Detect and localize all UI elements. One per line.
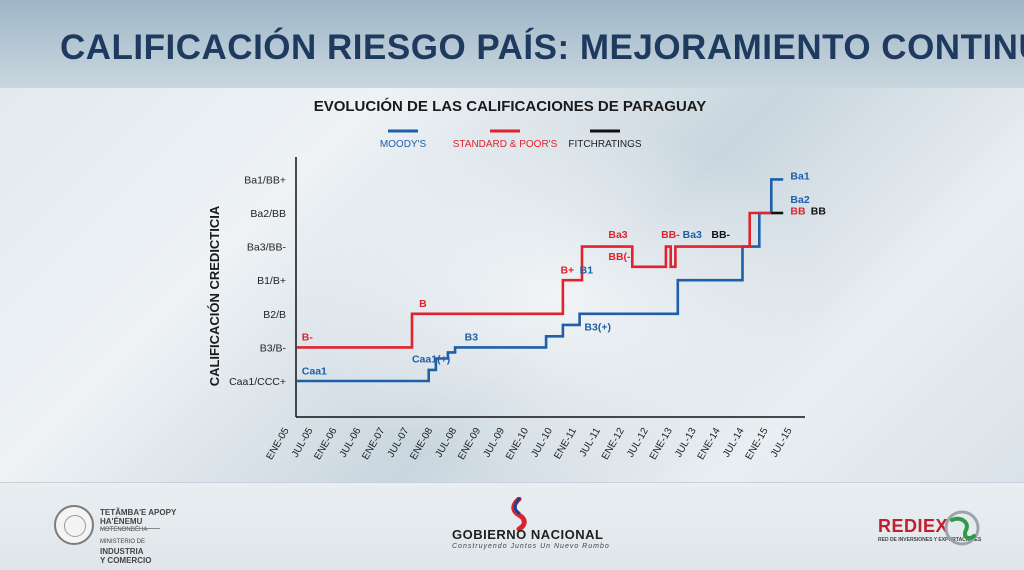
rating-chart: EVOLUCIÓN DE LAS CALIFICACIONES DE PARAG… — [207, 97, 827, 462]
y-tick-label: B2/B — [263, 309, 286, 321]
ministry-divider — [100, 528, 160, 529]
ministry-line-5: INDUSTRIA — [100, 547, 144, 556]
y-tick-label: B1/B+ — [257, 275, 286, 287]
data-label: B — [419, 298, 427, 310]
chart-title: EVOLUCIÓN DE LAS CALIFICACIONES DE PARAG… — [314, 97, 707, 115]
data-label: Caa1 — [302, 365, 327, 377]
x-tick-label: ENE-09 — [456, 426, 483, 462]
slide-title: CALIFICACIÓN RIESGO PAÍS: MEJORAMIENTO C… — [60, 28, 1024, 67]
legend-item: FITCHRATINGS — [568, 139, 641, 150]
ministry-logo: TETÃMBA'E APOPY HA'ÉNEMU MOTENONDÉHA MIN… — [100, 508, 176, 565]
footer — [0, 482, 1024, 570]
y-tick-label: Ba3/BB- — [247, 242, 287, 254]
x-tick-label: ENE-14 — [696, 426, 723, 462]
x-tick-label: JUL-14 — [721, 426, 747, 460]
x-tick-label: JUL-08 — [434, 426, 460, 460]
data-label: BB — [790, 206, 806, 218]
legend-item: MOODY'S — [380, 139, 427, 150]
x-tick-label: JUL-13 — [673, 426, 699, 460]
x-tick-label: JUL-15 — [769, 426, 795, 460]
x-tick-label: JUL-06 — [338, 426, 364, 460]
data-label: Ba3 — [683, 229, 702, 241]
title-band — [0, 0, 1024, 88]
rediex-mark-icon — [944, 510, 980, 546]
ministry-line-3: MOTENONDÉHA — [100, 527, 148, 533]
y-tick-label: B3/B- — [260, 342, 287, 354]
x-tick-label: ENE-08 — [408, 426, 435, 462]
national-seal-icon — [54, 505, 94, 545]
x-tick-label: JUL-12 — [625, 426, 651, 460]
x-tick-label: ENE-12 — [600, 426, 627, 462]
ministry-line-4: MINISTERIO DE — [100, 539, 146, 545]
series-line — [297, 178, 784, 383]
x-tick-label: ENE-05 — [265, 426, 292, 462]
x-tick-label: JUL-07 — [386, 426, 412, 460]
rediex-logo: REDIEX — [878, 516, 949, 536]
gobierno-emblem-icon — [511, 497, 527, 531]
y-tick-label: Ba2/BB — [250, 208, 286, 220]
data-label: BB- — [711, 229, 730, 241]
background-glow — [300, 120, 820, 480]
data-label: Caa1(+) — [412, 354, 450, 366]
x-tick-label: ENE-07 — [360, 426, 387, 462]
data-label: B1 — [580, 264, 594, 276]
x-tick-label: JUL-10 — [529, 426, 555, 460]
gobierno-nacional-logo: GOBIERNO NACIONAL — [452, 527, 604, 542]
x-tick-label: ENE-10 — [504, 426, 531, 462]
data-label: Ba3 — [608, 229, 627, 241]
data-label: B- — [302, 332, 314, 344]
legend-item: STANDARD & POOR'S — [453, 139, 558, 150]
y-tick-label: Caa1/CCC+ — [229, 376, 286, 388]
data-label: Ba2 — [790, 194, 809, 206]
x-tick-label: ENE-06 — [312, 426, 339, 462]
data-label: BB(-) — [608, 251, 634, 263]
x-tick-label: JUL-09 — [482, 426, 508, 460]
data-label: B3(+) — [584, 322, 611, 334]
series-line — [297, 211, 772, 349]
y-axis-title: CALIFICACIÓN CREDICTICIA — [207, 205, 222, 386]
x-tick-label: JUL-11 — [578, 426, 603, 459]
rediex-subtitle: RED DE INVERSIONES Y EXPORTACIONES — [878, 537, 982, 543]
x-tick-label: ENE-13 — [648, 426, 675, 462]
x-tick-label: JUL-05 — [290, 426, 316, 460]
data-label: Ba1 — [790, 170, 809, 182]
data-label: BB- — [661, 229, 680, 241]
ministry-line-2: HA'ÉNEMU — [100, 517, 143, 526]
data-label: B3 — [465, 332, 479, 344]
ministry-line-1: TETÃMBA'E APOPY — [100, 508, 177, 517]
y-tick-label: Ba1/BB+ — [244, 174, 286, 186]
ministry-line-6: Y COMERCIO — [100, 556, 152, 565]
x-tick-label: ENE-11 — [552, 426, 579, 462]
gobierno-slogan: Construyendo Juntos Un Nuevo Rumbo — [452, 543, 610, 550]
data-label: B+ — [560, 264, 574, 276]
x-tick-label: ENE-15 — [744, 426, 771, 462]
data-label: BB — [811, 206, 827, 218]
